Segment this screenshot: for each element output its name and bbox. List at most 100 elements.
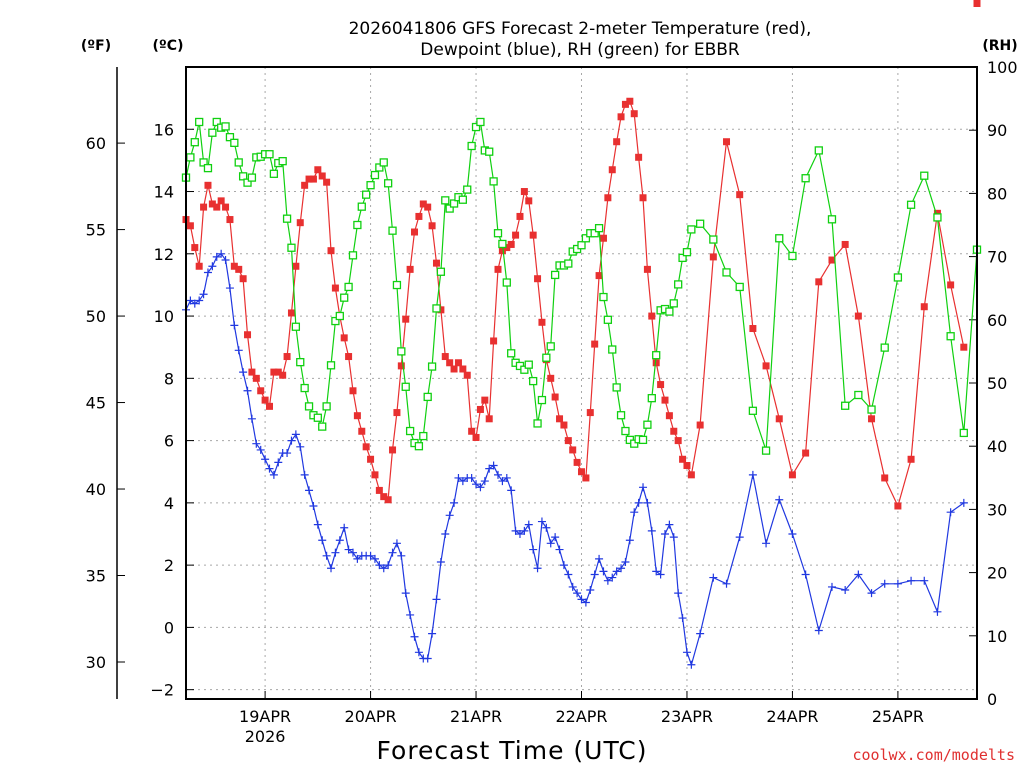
temperature-point [213,203,221,211]
dewpoint-point [880,579,889,588]
dewpoint-point [195,296,204,305]
rh-point [370,170,380,180]
dewpoint-point [775,495,784,504]
rh-point [291,322,301,331]
temperature-point [274,368,282,376]
rh-point [669,299,678,308]
dewpoint-point [225,284,234,293]
rh-point [775,234,784,243]
temperature-point [349,387,357,395]
dewpoint-point [432,595,441,604]
dewpoint-point [480,477,489,486]
dewpoint-point [322,551,331,560]
dewpoint-point [625,536,634,545]
rh-point [432,304,441,313]
dewpoint-point [595,554,604,563]
temperature-point [283,353,291,361]
y-tick-label-celsius: 2 [164,556,174,575]
dewpoint-point [814,626,823,635]
dewpoint-point [265,464,274,473]
rh-point [564,259,573,268]
temperature-point [432,259,440,267]
dewpoint-point [243,386,252,395]
temperature-point [538,318,546,326]
temperature-point [200,203,208,211]
temperature-point [204,181,212,189]
temperature-point [494,265,502,273]
temperature-point [643,265,651,273]
temperature-point [894,502,902,510]
temperature-point [520,188,528,196]
rh-point [788,251,797,261]
dewpoint-point [410,632,419,641]
dewpoint-point [678,614,687,623]
temperature-point [775,415,783,423]
dewpoint-point [305,486,314,495]
rh-point [533,419,542,428]
dewpoint-point [612,567,621,576]
temperature-point [613,138,621,146]
temperature-point [556,415,564,423]
temperature-point [573,458,581,466]
dewpoint-point [300,470,309,479]
rh-point [353,220,362,230]
dewpoint-point [660,529,669,538]
temperature-point [564,437,572,445]
temperature-point [450,365,458,373]
rh-point [687,225,696,234]
rh-point [814,146,823,155]
rh-point [546,342,555,351]
dewpoint-point [854,570,863,579]
temperature-point [881,474,889,482]
temperature-point [626,97,634,105]
rh-point [933,213,942,222]
temperature-point [547,374,555,382]
dewpoint-point [348,548,357,557]
dewpoint-point [261,455,270,464]
rh-point [682,248,692,257]
temperature-point [841,240,849,248]
temperature-point [248,368,256,376]
rh-point [186,153,195,162]
rh-point [225,133,235,142]
x-tick-label: 22APR [555,707,607,726]
temperature-point [375,486,383,494]
dewpoint-point [603,576,612,585]
temperature-point [652,359,660,367]
dewpoint-point [533,564,542,573]
dewpoint-point [472,480,481,489]
chart-title-line1: 2026041806 GFS Forecast 2-meter Temperat… [349,19,812,39]
dewpoint-point [370,554,379,563]
dewpoint-point [568,582,577,591]
temperature-point [490,337,498,345]
dewpoint-point [327,564,336,573]
unit-label-rh: (RH) [982,38,1017,54]
dewpoint-point [331,548,340,557]
temperature-point [222,203,230,211]
temperature-point [323,178,331,186]
rh-point [638,435,648,445]
temperature-point [529,231,537,239]
temperature-point [569,446,577,454]
dewpoint-point [247,414,256,423]
temperature-point [630,110,638,118]
rh-point [507,349,516,358]
rh-point [313,413,322,422]
dewpoint-point [269,470,278,479]
temperature-point [301,181,309,189]
rh-point [485,147,494,156]
dewpoint-point [256,445,265,454]
y-tick-label-rh: 80 [987,184,1007,203]
temperature-point [503,244,511,252]
rh-point [427,362,437,371]
dewpoint-point [801,570,810,579]
temperature-point [389,446,397,454]
dewpoint-point [291,430,300,439]
rh-point [221,122,230,131]
rh-point [296,357,305,367]
y-tick-label-celsius: 4 [164,494,174,513]
dewpoint-point [674,589,683,598]
rh-point [287,243,296,252]
rh-point [709,235,718,244]
rh-point [647,394,656,403]
